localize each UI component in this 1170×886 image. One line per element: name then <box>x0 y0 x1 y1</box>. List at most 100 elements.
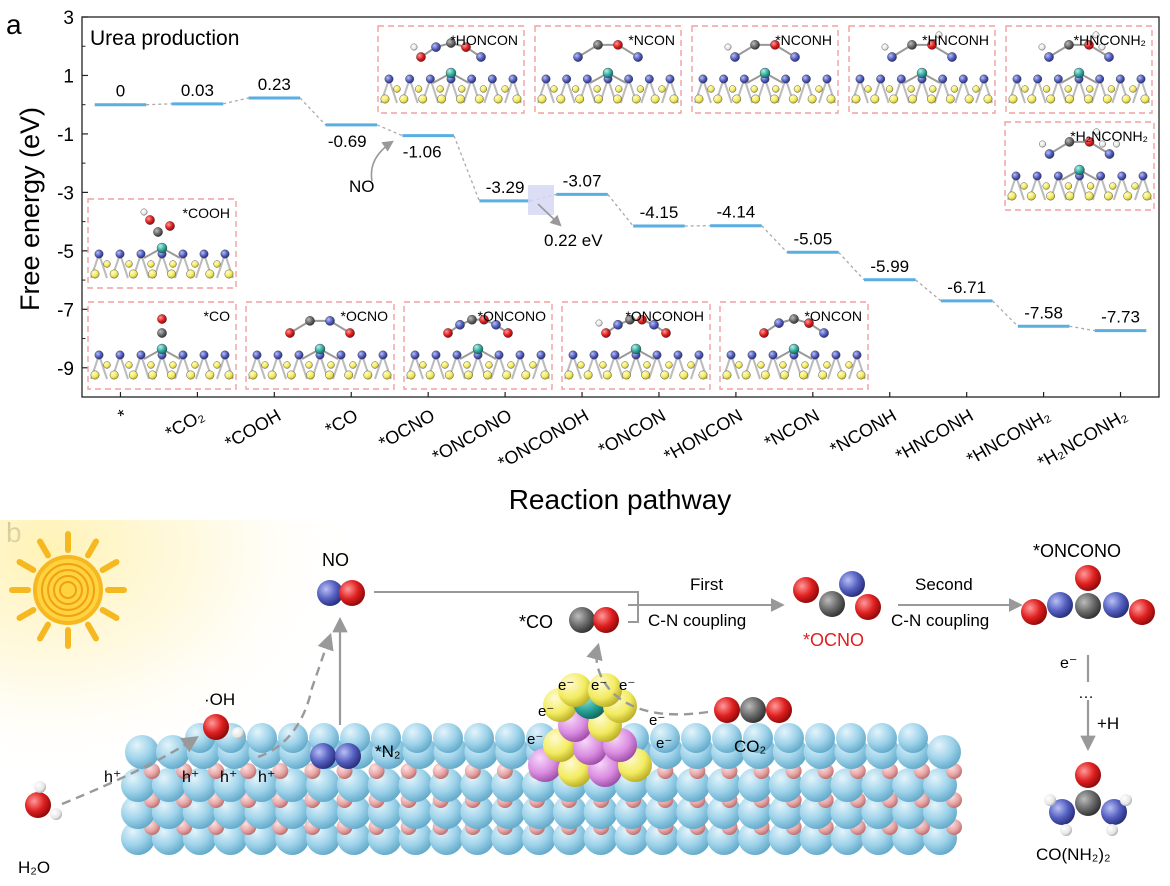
inset-label: *HONCON <box>450 32 518 48</box>
n-atom <box>855 74 865 84</box>
h-atom <box>1039 140 1046 148</box>
s-atom <box>103 260 111 268</box>
n-atom <box>694 350 704 360</box>
adsorbate-atom <box>1044 52 1054 62</box>
support-atom <box>836 723 866 753</box>
s-atom <box>224 269 234 279</box>
oncono-o1 <box>1021 599 1047 625</box>
s-atom <box>444 370 454 380</box>
h-atom <box>1098 43 1106 51</box>
adsorbate-atom <box>774 318 784 328</box>
s-atom <box>501 85 509 93</box>
adsorbate-atom <box>947 52 957 62</box>
s-atom <box>441 361 449 369</box>
adsorbate-atom <box>887 52 897 62</box>
n-atom <box>876 74 886 84</box>
support-atom <box>151 768 186 802</box>
s-atom <box>945 94 955 104</box>
s-atom <box>191 260 199 268</box>
s-atom <box>1042 85 1051 93</box>
energy-label-12: -7.58 <box>1024 303 1063 322</box>
metal-atom <box>156 242 168 254</box>
x-tick-label: *NCON <box>761 405 823 452</box>
n-atom <box>979 74 989 84</box>
s-atom <box>1064 85 1072 93</box>
s-atom <box>167 370 176 380</box>
s-atom <box>826 94 836 104</box>
s-atom <box>556 94 566 104</box>
sun-ray <box>85 621 99 642</box>
n-atom <box>431 350 441 360</box>
h-atom <box>1099 140 1106 148</box>
s-atom <box>1064 182 1073 190</box>
urea-h2 <box>1060 824 1072 836</box>
no-n-atom <box>317 580 343 606</box>
n-atom <box>384 74 394 84</box>
co-label: *CO <box>519 612 553 632</box>
s-atom <box>325 370 334 380</box>
oncono-n1 <box>1047 592 1073 618</box>
h-atom <box>1093 128 1100 136</box>
x-axis-label: Reaction pathway <box>509 484 732 515</box>
s-atom <box>929 85 937 93</box>
s-atom <box>109 370 119 380</box>
s-atom <box>493 94 503 104</box>
s-atom <box>485 361 493 369</box>
s-atom <box>669 94 679 104</box>
adsorbate-atom <box>1064 137 1075 147</box>
s-atom <box>109 269 119 279</box>
n-atom <box>94 350 104 360</box>
adsorbate-atom <box>661 328 671 338</box>
support-cation <box>208 763 225 779</box>
n2-atom-1 <box>310 743 336 769</box>
y-tick-label: 1 <box>63 66 74 87</box>
s-atom <box>757 361 765 369</box>
metal-atom <box>916 67 928 79</box>
energy-label-11: -6.71 <box>947 278 986 297</box>
s-atom <box>90 370 100 380</box>
urea-label: CO(NH₂)₂ <box>1036 845 1111 864</box>
adsorbate-atom <box>927 40 937 50</box>
s-atom <box>636 85 645 93</box>
adsorbate-atom <box>491 319 501 330</box>
inset-top-0: *HONCON <box>377 25 525 114</box>
s-atom <box>1121 94 1131 104</box>
adsorbate-atom <box>649 319 659 330</box>
s-atom <box>213 260 221 268</box>
sun-ray <box>16 607 37 621</box>
adsorbate-atom <box>503 328 513 338</box>
connector-10 <box>915 279 942 302</box>
s-atom <box>779 361 787 369</box>
inset-label: *ONCON <box>804 308 862 324</box>
s-atom <box>599 361 607 369</box>
n-atom <box>199 350 209 360</box>
s-atom <box>621 361 629 369</box>
adsorbate-atom <box>633 52 643 62</box>
support-cation <box>272 763 289 779</box>
sun-swirl <box>53 575 83 605</box>
s-atom <box>679 370 689 380</box>
sun-ray <box>85 538 99 559</box>
inset-top-1: *NCON <box>534 25 682 114</box>
sun-swirl <box>59 581 77 599</box>
h2o-label: H₂O <box>18 858 50 877</box>
cluster-atom <box>558 673 592 707</box>
sun-swirl <box>47 569 89 611</box>
n-atom <box>1032 171 1042 181</box>
s-atom <box>437 94 446 104</box>
adsorbate-atom <box>1044 149 1055 159</box>
s-atom <box>512 94 522 104</box>
connector-11 <box>991 300 1019 327</box>
s-atom <box>224 370 234 380</box>
s-atom <box>864 85 872 93</box>
s-atom <box>1086 85 1094 93</box>
s-atom <box>1021 85 1029 93</box>
oh-h-atom <box>232 727 244 739</box>
s-atom <box>964 94 974 104</box>
inset-right: *H₂NCONH₂ <box>1004 121 1155 211</box>
s-atom <box>793 85 802 93</box>
n-atom <box>1053 74 1063 84</box>
n-atom <box>220 350 230 360</box>
oncono-n2 <box>1103 592 1129 618</box>
s-atom <box>750 85 758 93</box>
